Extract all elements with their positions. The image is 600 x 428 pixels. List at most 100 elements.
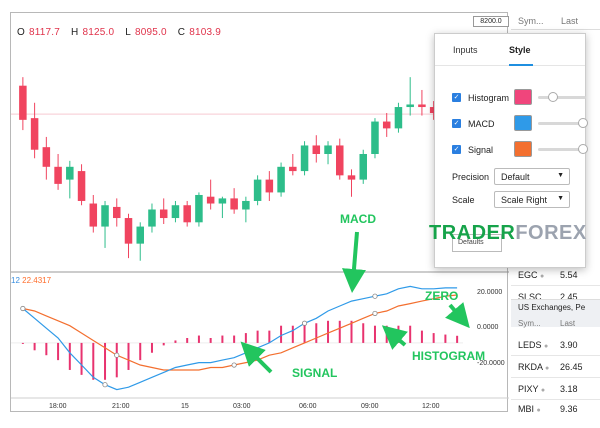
histogram-bar bbox=[327, 320, 330, 343]
candle-body bbox=[159, 209, 168, 219]
crossover-marker bbox=[372, 310, 378, 317]
watchlist-last: 5.54 bbox=[560, 270, 578, 280]
color-swatch-macd[interactable] bbox=[514, 115, 532, 131]
scale-value: Scale Right bbox=[501, 195, 548, 205]
watchlist-row[interactable]: LEDS ● 3.90 bbox=[511, 334, 600, 356]
watchlist-last: 3.90 bbox=[560, 340, 578, 350]
candle-body bbox=[277, 166, 285, 193]
candle-body bbox=[171, 205, 180, 219]
candle-body bbox=[136, 226, 144, 244]
histogram-bar bbox=[291, 325, 294, 343]
width-slider[interactable] bbox=[538, 118, 588, 128]
time-axis-label: 03:00 bbox=[233, 403, 251, 410]
histogram-bar bbox=[150, 342, 153, 353]
option-label: Signal bbox=[468, 145, 494, 155]
scale-select[interactable]: Scale Right ▼ bbox=[494, 191, 570, 208]
status-dot-icon: ● bbox=[540, 387, 546, 394]
histogram-bar bbox=[21, 342, 24, 344]
histogram-bar bbox=[162, 342, 165, 346]
checkbox-histogram[interactable]: ✓ bbox=[452, 93, 461, 102]
histogram-bar bbox=[303, 323, 306, 343]
macd-header: 12 22.4317 bbox=[11, 276, 51, 285]
watchlist-last: 26.45 bbox=[560, 362, 583, 372]
time-axis-label: 09:00 bbox=[361, 403, 379, 410]
histogram-bar bbox=[221, 335, 224, 343]
macd-axis-label: 20.0000 bbox=[477, 289, 503, 296]
slider-handle[interactable] bbox=[578, 144, 588, 154]
time-axis-label: 06:00 bbox=[299, 403, 317, 410]
checkbox-signal[interactable]: ✓ bbox=[452, 145, 461, 154]
slider-handle[interactable] bbox=[548, 92, 558, 102]
candle-body bbox=[418, 104, 426, 108]
histogram-bar bbox=[397, 325, 400, 343]
histogram-bar bbox=[197, 335, 200, 343]
exchange-section-header[interactable]: US Exchanges, Pe Sym... Last bbox=[511, 299, 600, 328]
indicator-settings-dialog: Inputs Style ✓ Histogram ✓ MACD ✓ Signal… bbox=[434, 33, 588, 268]
histogram-bar bbox=[127, 342, 130, 370]
signal-line bbox=[22, 294, 458, 371]
tab-style[interactable]: Style bbox=[509, 45, 531, 55]
brand-watermark: TRADERFOREX bbox=[429, 222, 587, 245]
crossover-marker bbox=[114, 352, 120, 358]
candle-body bbox=[312, 145, 321, 154]
histogram-bar bbox=[444, 334, 447, 343]
slider-handle[interactable] bbox=[578, 118, 588, 128]
macd-params: 12 bbox=[11, 276, 20, 285]
checkbox-macd[interactable]: ✓ bbox=[452, 119, 461, 128]
color-swatch-histogram[interactable] bbox=[514, 89, 532, 105]
defaults-button[interactable]: Defaults bbox=[452, 234, 502, 252]
watchlist-row[interactable]: MBI ● 9.36 bbox=[511, 398, 600, 420]
status-dot-icon: ● bbox=[544, 343, 549, 350]
watchlist-symbol: MBI bbox=[518, 404, 535, 414]
watchlist-col-symbol[interactable]: Sym... bbox=[518, 16, 544, 26]
candle-body bbox=[371, 121, 379, 154]
candle-body bbox=[394, 107, 403, 129]
status-dot-icon: ● bbox=[536, 407, 541, 414]
ohlc-close: 8103.9 bbox=[189, 27, 221, 38]
candle-body bbox=[148, 209, 156, 227]
watchlist-row[interactable]: SLSC 2.45 bbox=[511, 286, 600, 300]
dialog-tabs: Inputs Style bbox=[435, 34, 585, 66]
watchlist-last: 2.45 bbox=[560, 292, 578, 300]
watchlist-col-last[interactable]: Last bbox=[561, 16, 579, 26]
candle-body bbox=[324, 145, 332, 154]
candle-body bbox=[42, 147, 51, 167]
ohlc-high-label: H bbox=[71, 27, 79, 38]
watchlist-row[interactable]: PIXY ● 3.18 bbox=[511, 378, 600, 400]
crossover-marker bbox=[20, 305, 26, 312]
precision-select[interactable]: Default ▼ bbox=[494, 168, 570, 185]
macd-line bbox=[22, 285, 458, 391]
precision-value: Default bbox=[501, 172, 530, 182]
histogram-bar bbox=[174, 340, 177, 343]
crossover-marker bbox=[231, 362, 237, 368]
ohlc-low-label: L bbox=[125, 27, 131, 38]
watchlist-last: 9.36 bbox=[560, 404, 578, 414]
scale-label: Scale bbox=[452, 195, 475, 205]
candle-body bbox=[289, 166, 297, 172]
histogram-bar bbox=[256, 330, 259, 343]
status-dot-icon: ● bbox=[540, 273, 545, 280]
watchlist-symbol: RKDA bbox=[518, 362, 543, 372]
candle-body bbox=[382, 121, 391, 129]
histogram-bar bbox=[209, 338, 212, 343]
histogram-bar bbox=[45, 342, 48, 356]
width-slider[interactable] bbox=[538, 92, 586, 102]
watchlist-last: 3.18 bbox=[560, 384, 578, 394]
watchlist-row[interactable]: EGC ● 5.54 bbox=[511, 264, 600, 286]
ohlc-legend: O 8117.7 H 8125.0 L 8095.0 C 8103.9 bbox=[17, 27, 229, 38]
watchlist-symbol: SLSC bbox=[518, 292, 542, 300]
histogram-bar bbox=[373, 325, 376, 343]
histogram-bar bbox=[57, 342, 60, 361]
tab-inputs[interactable]: Inputs bbox=[453, 45, 478, 55]
time-axis-label: 18:00 bbox=[49, 403, 67, 410]
color-swatch-signal[interactable] bbox=[514, 141, 532, 157]
watchlist-row[interactable]: RKDA ● 26.45 bbox=[511, 356, 600, 378]
histogram-bar bbox=[104, 342, 107, 380]
annotation-histogram: HISTOGRAM bbox=[412, 349, 486, 363]
width-slider[interactable] bbox=[538, 144, 588, 154]
macd-axis-label: 0.0000 bbox=[477, 324, 499, 331]
time-axis-label: 12:00 bbox=[422, 403, 440, 410]
candle-body bbox=[300, 145, 309, 172]
candle-body bbox=[19, 85, 27, 120]
candle-body bbox=[253, 179, 262, 201]
